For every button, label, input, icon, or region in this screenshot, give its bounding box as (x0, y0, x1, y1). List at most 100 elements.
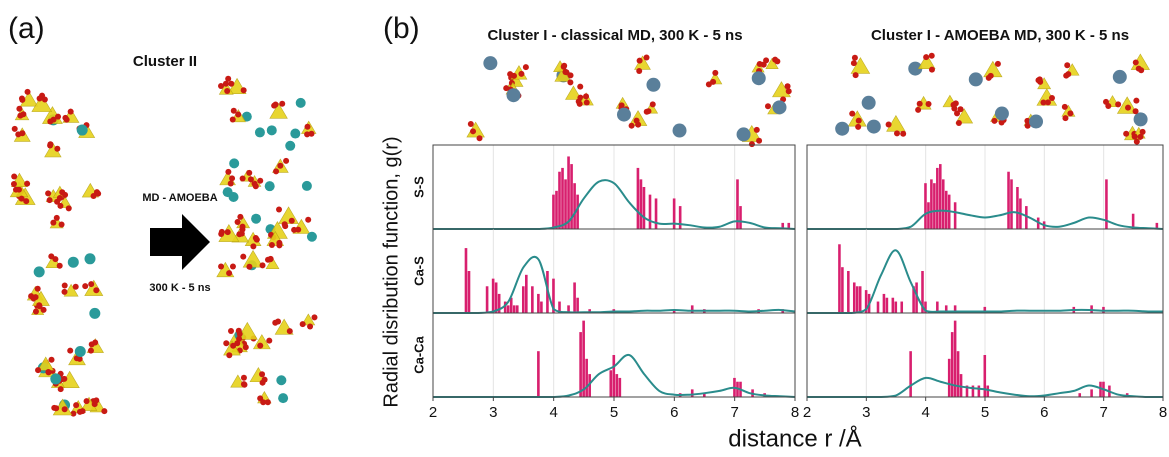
calcium (254, 127, 265, 138)
x-tick-label: 4 (549, 404, 557, 421)
oxygen (241, 381, 248, 388)
oxygen (628, 122, 635, 129)
bar (537, 351, 540, 397)
oxygen (228, 328, 235, 335)
bar (1078, 393, 1082, 397)
bar (936, 301, 939, 313)
bar (977, 385, 981, 397)
bar (485, 286, 489, 313)
oxygen (266, 337, 273, 344)
panel-label: (b) (383, 12, 420, 45)
oxygen (73, 355, 80, 362)
oxygen (61, 288, 68, 295)
oxygen (242, 344, 249, 351)
calcium (264, 181, 275, 192)
panel-label: (a) (8, 12, 45, 45)
bar (894, 301, 898, 313)
oxygen (643, 108, 650, 115)
bar (930, 179, 933, 229)
oxygen (772, 56, 779, 63)
sulfate (31, 94, 53, 112)
oxygen (224, 87, 231, 94)
oxygen (236, 335, 243, 342)
oxygen (1138, 67, 1145, 74)
oxygen (985, 74, 992, 81)
oxygen (237, 213, 244, 220)
oxygen (79, 408, 86, 415)
bar (585, 358, 588, 397)
oxygen (299, 321, 306, 328)
oxygen (240, 374, 247, 381)
bar (588, 374, 591, 397)
calcium (908, 61, 923, 76)
oxygen (34, 285, 41, 292)
oxygen (88, 281, 95, 288)
bar (503, 301, 507, 313)
oxygen (57, 386, 64, 393)
bar (838, 244, 841, 313)
oxygen (305, 216, 312, 223)
oxygen (618, 102, 625, 109)
oxygen (1065, 71, 1072, 78)
bar (567, 156, 570, 229)
bar (497, 293, 501, 313)
oxygen (283, 157, 290, 164)
oxygen (239, 226, 246, 233)
oxygen (1132, 108, 1139, 115)
oxygen (991, 117, 998, 124)
oxygen (67, 347, 74, 354)
calcium (1133, 112, 1148, 127)
bar (494, 282, 498, 313)
bar (690, 389, 694, 397)
bar (927, 202, 930, 229)
bar (636, 167, 640, 229)
oxygen (236, 231, 243, 238)
x-tick-label: 7 (1099, 404, 1107, 421)
oxygen (1102, 98, 1109, 105)
oxygen (476, 135, 483, 142)
bar (912, 286, 915, 313)
calcium (835, 121, 850, 136)
oxygen (17, 112, 24, 119)
oxygen (246, 169, 253, 176)
oxygen (246, 263, 253, 270)
oxygen (53, 405, 60, 412)
oxygen (82, 283, 89, 290)
oxygen (24, 88, 31, 95)
oxygen (58, 221, 65, 228)
sulfate (850, 57, 871, 74)
oxygen (225, 168, 232, 175)
bar (618, 377, 622, 397)
oxygen (19, 96, 26, 103)
oxygen (998, 119, 1005, 126)
bar (570, 164, 573, 229)
sulfate (955, 108, 974, 124)
calcium (483, 56, 498, 71)
sulfate (765, 57, 779, 70)
x-tick-label: 8 (791, 404, 799, 421)
bar (609, 370, 613, 397)
bar (924, 183, 927, 229)
oxygen (16, 105, 23, 112)
oxygen (1131, 133, 1138, 140)
oxygen (230, 107, 237, 114)
oxygen (24, 180, 31, 187)
bar (921, 271, 924, 313)
oxygen (1115, 101, 1122, 108)
bar (678, 206, 682, 229)
oxygen (36, 303, 43, 310)
calcium (866, 119, 881, 134)
calcium (84, 253, 96, 265)
row-label: Ca-Ca (411, 335, 426, 373)
oxygen (229, 175, 236, 182)
bar (864, 290, 868, 313)
bar (1007, 171, 1010, 229)
bar (1155, 222, 1159, 229)
oxygen (225, 75, 232, 82)
oxygen (226, 352, 233, 359)
arrow-label: MD - AMOEBA (142, 192, 217, 204)
bar (648, 194, 652, 229)
calcium (751, 71, 766, 86)
bar (467, 271, 471, 313)
bar (531, 286, 534, 313)
